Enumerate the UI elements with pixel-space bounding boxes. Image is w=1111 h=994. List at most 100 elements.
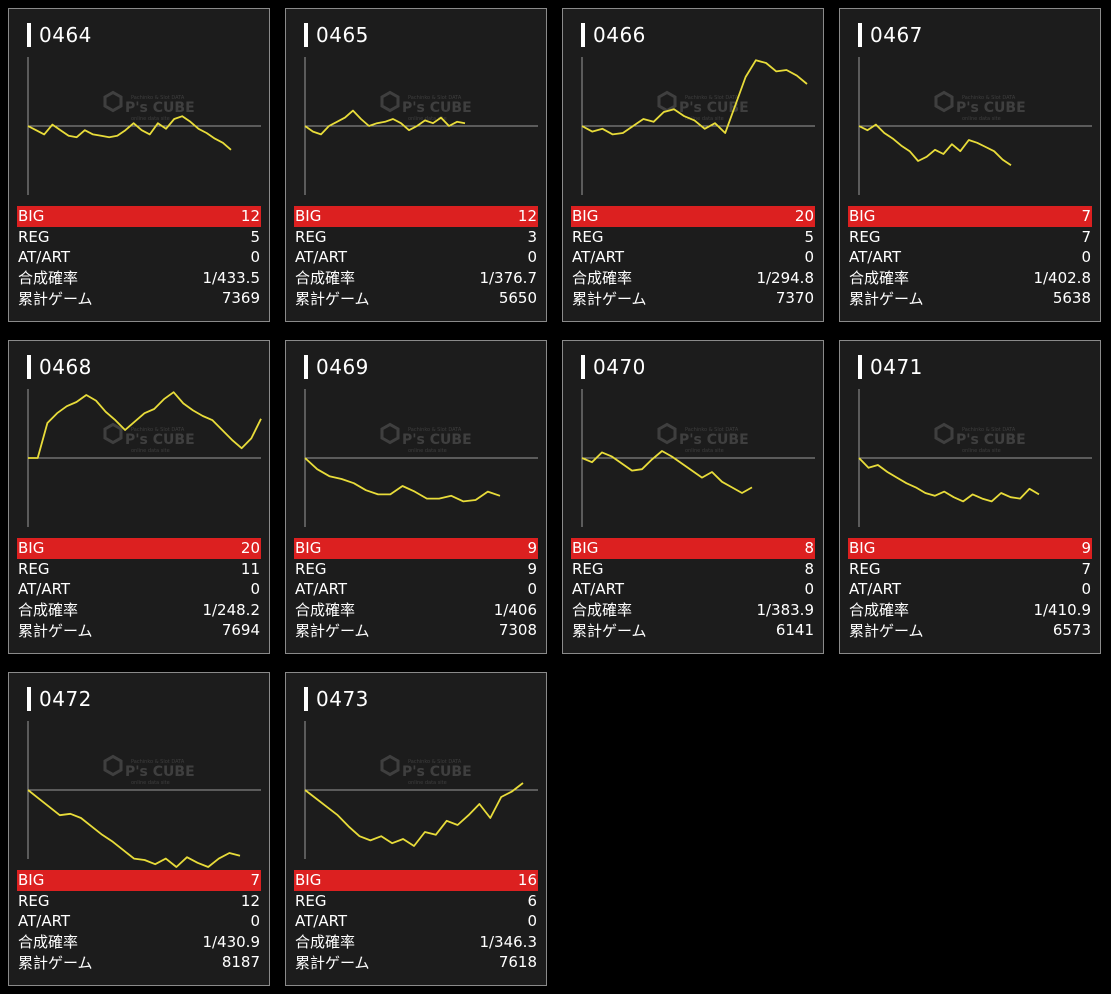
stat-value: 0 [527,248,537,267]
slump-line [304,782,524,847]
header-accent-bar [304,23,308,47]
watermark-logo-text: P's CUBE [956,432,1026,448]
machine-card[interactable]: 0465 Pachinko & Slot DATA P's CUBE online d… [285,8,547,322]
stat-value: 7 [1081,227,1091,246]
cube-logo-icon [380,90,400,113]
watermark-subtext-top: Pachinko & Slot DATA [408,427,462,433]
machine-number[interactable]: 0468 [39,355,92,379]
stat-value: 1/294.8 [756,268,814,287]
machine-card[interactable]: 0473 Pachinko & Slot DATA P's CUBE online d… [285,672,547,986]
watermark-logo-text: P's CUBE [125,432,195,448]
stat-value: 6573 [1052,621,1091,640]
stat-label: BIG [295,871,322,890]
cube-logo-icon [380,754,400,777]
watermark-subtext-bottom: online data site [685,116,724,122]
stat-label: REG [295,227,327,246]
machine-number[interactable]: 0464 [39,23,92,47]
stat-label: 合成確率 [295,269,356,288]
stats-table: BIG 8 REG 8 AT/ART 0 合成確率 1/383.9 累計ゲーム 6141 [571,538,815,641]
machine-card[interactable]: 0469 Pachinko & Slot DATA P's CUBE online d… [285,340,547,654]
stat-label: BIG [18,207,45,226]
stat-label: BIG [18,871,45,890]
stats-table: BIG 9 REG 9 AT/ART 0 合成確率 1/406 累計ゲーム 7308 [294,538,538,641]
machine-card[interactable]: 0472 Pachinko & Slot DATA P's CUBE online d… [8,672,270,986]
card-header: 0468 [27,351,92,383]
atart-row: AT/ART 0 [17,579,261,600]
slump-line [304,109,466,136]
atart-row: AT/ART 0 [848,247,1092,268]
reg-row: REG 7 [848,559,1092,580]
machine-number[interactable]: 0467 [870,23,923,47]
stat-value: 1/406 [493,600,537,619]
stats-table: BIG 20 REG 11 AT/ART 0 合成確率 1/248.2 累計ゲーム 7694 [17,538,261,641]
reg-row: REG 11 [17,559,261,580]
machine-number[interactable]: 0470 [593,355,646,379]
cube-logo-icon [657,90,677,113]
stat-label: REG [849,227,881,246]
stat-label: BIG [295,539,322,558]
header-accent-bar [304,355,308,379]
card-header: 0467 [858,19,923,51]
machine-number[interactable]: 0473 [316,687,369,711]
stat-value: 1/433.5 [202,268,260,287]
machine-card[interactable]: 0470 Pachinko & Slot DATA P's CUBE online d… [562,340,824,654]
stat-label: AT/ART [572,248,625,267]
watermark-logo-text: P's CUBE [125,764,195,780]
stat-value: 7370 [775,289,814,308]
total-games-row: 累計ゲーム 7618 [294,952,538,973]
card-header: 0465 [304,19,369,51]
machine-card[interactable]: 0466 Pachinko & Slot DATA P's CUBE online d… [562,8,824,322]
header-accent-bar [27,687,31,711]
watermark-logo-text: P's CUBE [402,764,472,780]
atart-row: AT/ART 0 [17,911,261,932]
stat-value: 3 [527,227,537,246]
probability-row: 合成確率 1/294.8 [571,268,815,289]
stat-value: 1/402.8 [1033,268,1091,287]
watermark-subtext-bottom: online data site [408,116,447,122]
total-games-row: 累計ゲーム 6573 [848,620,1092,641]
stat-label: BIG [572,539,599,558]
watermark-subtext-bottom: online data site [131,780,170,786]
atart-row: AT/ART 0 [294,247,538,268]
stat-label: AT/ART [295,248,348,267]
stat-label: BIG [18,539,45,558]
machine-number[interactable]: 0471 [870,355,923,379]
stats-table: BIG 12 REG 5 AT/ART 0 合成確率 1/433.5 累計ゲーム 7369 [17,206,261,309]
reg-row: REG 5 [17,227,261,248]
stat-value: 0 [804,248,814,267]
big-row: BIG 7 [17,870,261,891]
machine-card[interactable]: 0471 Pachinko & Slot DATA P's CUBE online d… [839,340,1101,654]
probability-row: 合成確率 1/376.7 [294,268,538,289]
machine-number[interactable]: 0472 [39,687,92,711]
cube-logo-icon [103,422,123,445]
big-row: BIG 20 [17,538,261,559]
stat-label: BIG [295,207,322,226]
machine-number[interactable]: 0465 [316,23,369,47]
machine-number[interactable]: 0469 [316,355,369,379]
watermark-subtext-bottom: online data site [408,448,447,454]
stat-value: 16 [517,871,537,890]
stat-value: 1/248.2 [202,600,260,619]
card-header: 0473 [304,683,369,715]
reg-row: REG 5 [571,227,815,248]
machine-card[interactable]: 0464 Pachinko & Slot DATA P's CUBE online d… [8,8,270,322]
stat-label: 累計ゲーム [849,289,924,308]
big-row: BIG 20 [571,206,815,227]
stat-value: 1/346.3 [479,932,537,951]
big-row: BIG 12 [17,206,261,227]
machine-card[interactable]: 0467 Pachinko & Slot DATA P's CUBE online d… [839,8,1101,322]
stat-value: 5638 [1052,289,1091,308]
machine-number[interactable]: 0466 [593,23,646,47]
stat-value: 7 [1081,207,1091,226]
stats-table: BIG 16 REG 6 AT/ART 0 合成確率 1/346.3 累計ゲーム 7618 [294,870,538,973]
stats-table: BIG 12 REG 3 AT/ART 0 合成確率 1/376.7 累計ゲーム 5650 [294,206,538,309]
stat-value: 12 [517,207,537,226]
stat-label: 合成確率 [18,933,79,952]
machine-card[interactable]: 0468 Pachinko & Slot DATA P's CUBE online d… [8,340,270,654]
